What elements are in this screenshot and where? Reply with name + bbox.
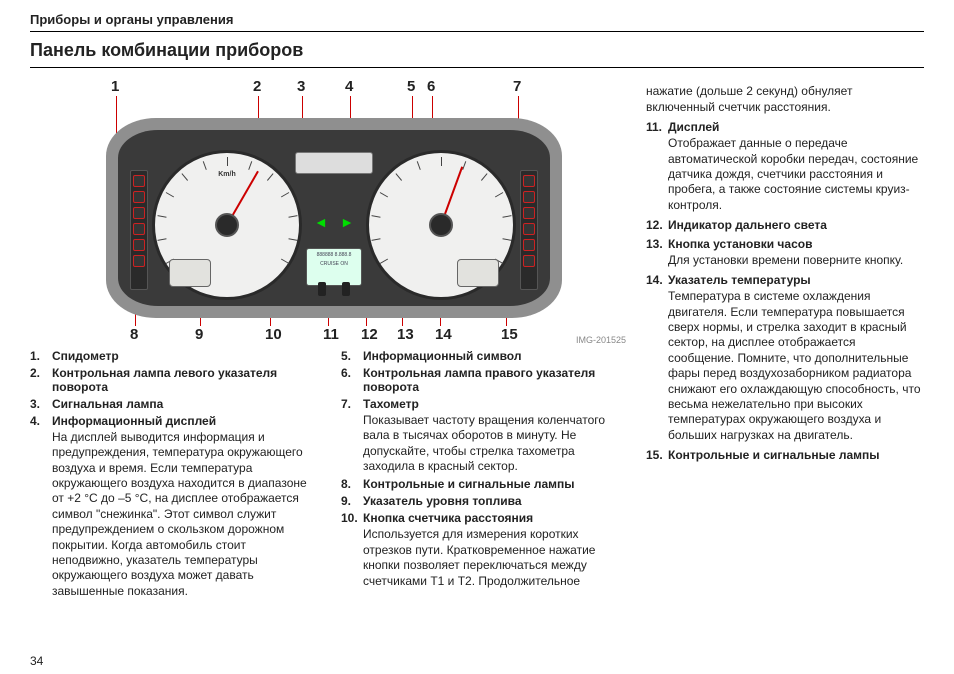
callout-number: 5 xyxy=(407,78,415,95)
fuel-gauge xyxy=(169,259,211,287)
left-column: 1234567 89101112131415 ◄ ► Km/h xyxy=(30,78,628,602)
callout-number: 15 xyxy=(501,326,518,343)
legend-item: 14.Указатель температуры Температура в си… xyxy=(646,273,924,443)
legend-item: 2.Контрольная лампа левого указателя пов… xyxy=(30,366,317,394)
right-column: нажатие (дольше 2 секунд) обнуляет включ… xyxy=(646,78,924,602)
legend-item-number: 15. xyxy=(646,448,668,462)
legend-item: 15.Контрольные и сигнальные лампы xyxy=(646,448,924,462)
right-intro-continuation: нажатие (дольше 2 секунд) обнуляет включ… xyxy=(646,84,924,115)
legend-item-desc: Отображает данные о передаче автоматичес… xyxy=(668,136,924,213)
tachometer-dial xyxy=(366,150,516,300)
warning-lamp-strip-left xyxy=(130,170,148,290)
legend-item-title: Контрольная лампа левого указателя повор… xyxy=(52,366,277,394)
legend-item-number: 8. xyxy=(341,477,363,491)
legend-item: 12.Индикатор дальнего света xyxy=(646,218,924,232)
turn-signal-left-icon: ◄ xyxy=(314,214,328,230)
legend-item: 9.Указатель уровня топлива xyxy=(341,494,628,508)
legend-list-mid: 5.Информационный символ6.Контрольная лам… xyxy=(341,349,628,589)
cluster-body: ◄ ► Km/h 888888 8. xyxy=(106,118,562,318)
callout-number: 8 xyxy=(130,326,138,343)
legend-item: 4.Информационный дисплей На дисплей вывод… xyxy=(30,414,317,599)
legend-item-number: 10. xyxy=(341,511,363,588)
callout-number: 13 xyxy=(397,326,414,343)
callout-number: 3 xyxy=(297,78,305,95)
legend-item-title: Указатель температуры xyxy=(668,273,811,287)
legend-item: 13.Кнопка установки часов Для установки в… xyxy=(646,237,924,268)
callout-number: 2 xyxy=(253,78,261,95)
legend-item-title: Контрольные и сигнальные лампы xyxy=(363,477,575,491)
legend-item: 11.Дисплей Отображает данные о передаче а… xyxy=(646,120,924,213)
legend-item-title: Контрольная лампа правого указателя пово… xyxy=(363,366,595,394)
legend-item-desc: На дисплей выводится информация и предуп… xyxy=(52,430,317,599)
legend-item-number: 14. xyxy=(646,273,668,443)
section-title: Панель комбинации приборов xyxy=(30,40,924,68)
clock-set-knob xyxy=(342,282,350,296)
callout-number: 7 xyxy=(513,78,521,95)
callout-number: 4 xyxy=(345,78,353,95)
info-display xyxy=(295,152,373,174)
legend-columns: 1.Спидометр2.Контрольная лампа левого ук… xyxy=(30,349,628,602)
callout-number: 6 xyxy=(427,78,435,95)
legend-item-title: Индикатор дальнего света xyxy=(668,218,827,232)
legend-item-number: 2. xyxy=(30,366,52,394)
cluster-face: ◄ ► Km/h 888888 8. xyxy=(118,130,550,306)
legend-item-number: 11. xyxy=(646,120,668,213)
legend-item-number: 12. xyxy=(646,218,668,232)
legend-item: 10.Кнопка счетчика расстояния Используетс… xyxy=(341,511,628,588)
callout-number: 14 xyxy=(435,326,452,343)
legend-item-title: Информационный дисплей xyxy=(52,414,216,428)
odometer-lcd: 888888 8.888.8 CRUISE ON xyxy=(306,248,362,286)
temp-gauge xyxy=(457,259,499,287)
callout-number: 11 xyxy=(323,326,339,343)
legend-item-title: Дисплей xyxy=(668,120,719,134)
page-number: 34 xyxy=(30,654,43,668)
legend-list-left: 1.Спидометр2.Контрольная лампа левого ук… xyxy=(30,349,317,599)
legend-item-number: 1. xyxy=(30,349,52,363)
legend-item-number: 6. xyxy=(341,366,363,394)
legend-item: 8.Контрольные и сигнальные лампы xyxy=(341,477,628,491)
legend-item-number: 13. xyxy=(646,237,668,268)
legend-list-right: 11.Дисплей Отображает данные о передаче а… xyxy=(646,120,924,462)
legend-item-title: Спидометр xyxy=(52,349,119,363)
legend-item-desc: Для установки времени поверните кнопку. xyxy=(668,253,903,268)
callout-number: 9 xyxy=(195,326,203,343)
legend-item: 3.Сигнальная лампа xyxy=(30,397,317,411)
image-id-label: IMG-201525 xyxy=(576,335,626,345)
legend-item: 6.Контрольная лампа правого указателя по… xyxy=(341,366,628,394)
callout-number: 10 xyxy=(265,326,282,343)
turn-signal-right-icon: ► xyxy=(340,214,354,230)
legend-item: 5.Информационный символ xyxy=(341,349,628,363)
legend-item-desc: Показывает частоту вращения коленчатого … xyxy=(363,413,628,474)
legend-item-title: Указатель уровня топлива xyxy=(363,494,522,508)
instrument-cluster-figure: 1234567 89101112131415 ◄ ► Km/h xyxy=(30,78,628,343)
legend-item-title: Кнопка счетчика расстояния xyxy=(363,511,533,525)
page-layout: 1234567 89101112131415 ◄ ► Km/h xyxy=(30,78,924,602)
legend-item-number: 4. xyxy=(30,414,52,599)
legend-item-desc: Используется для измерения коротких отре… xyxy=(363,527,628,588)
legend-item-title: Кнопка установки часов xyxy=(668,237,812,251)
legend-item-title: Контрольные и сигнальные лампы xyxy=(668,448,880,462)
legend-item-title: Информационный символ xyxy=(363,349,521,363)
legend-item-number: 3. xyxy=(30,397,52,411)
legend-item-number: 7. xyxy=(341,397,363,474)
callout-number: 1 xyxy=(111,78,119,95)
legend-item-number: 5. xyxy=(341,349,363,363)
callout-number: 12 xyxy=(361,326,378,343)
trip-reset-knob xyxy=(318,282,326,296)
legend-item-desc: Температура в системе охлаждения двигате… xyxy=(668,289,924,443)
chapter-heading: Приборы и органы управления xyxy=(30,12,924,32)
speedometer-dial: Km/h xyxy=(152,150,302,300)
legend-item: 1.Спидометр xyxy=(30,349,317,363)
legend-item-title: Тахометр xyxy=(363,397,419,411)
legend-item: 7.Тахометр Показывает частоту вращения ко… xyxy=(341,397,628,474)
legend-item-title: Сигнальная лампа xyxy=(52,397,163,411)
warning-lamp-strip-right xyxy=(520,170,538,290)
legend-item-number: 9. xyxy=(341,494,363,508)
speedo-unit-label: Km/h xyxy=(218,171,236,178)
